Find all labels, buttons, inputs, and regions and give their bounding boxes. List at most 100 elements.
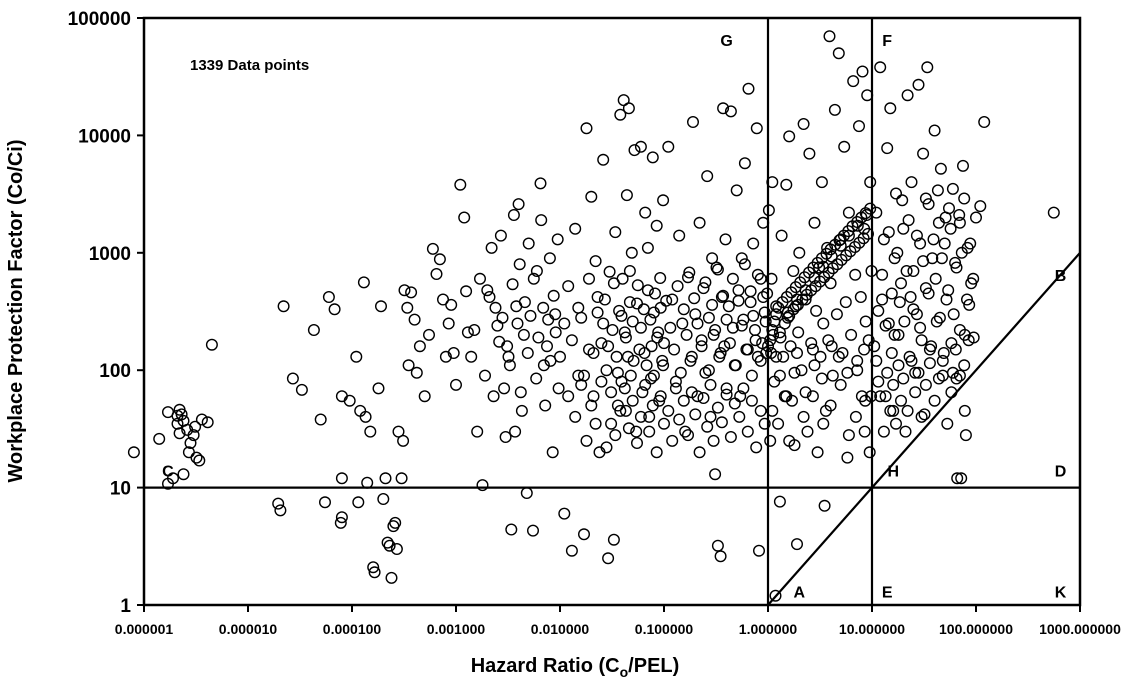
data-point xyxy=(580,122,593,135)
data-point xyxy=(912,78,925,91)
data-point xyxy=(884,102,897,115)
data-point xyxy=(615,309,628,322)
region-label-h: H xyxy=(887,463,899,480)
data-point xyxy=(701,170,714,183)
data-point xyxy=(398,284,411,297)
data-point xyxy=(715,291,728,304)
data-point xyxy=(610,350,623,363)
data-point xyxy=(720,313,733,326)
data-point xyxy=(909,366,922,379)
data-point xyxy=(496,311,509,324)
data-point xyxy=(645,340,658,353)
data-point xyxy=(195,413,208,426)
data-point xyxy=(511,317,524,330)
data-point xyxy=(352,496,365,509)
data-point xyxy=(770,300,783,313)
data-point xyxy=(569,410,582,423)
data-point xyxy=(458,211,471,224)
data-point xyxy=(335,511,348,524)
y-tick-label: 100 xyxy=(99,361,131,382)
data-point xyxy=(439,350,452,363)
data-point xyxy=(882,226,895,239)
data-point xyxy=(614,404,627,417)
data-point xyxy=(395,472,408,485)
data-point xyxy=(861,89,874,102)
data-point xyxy=(402,359,415,372)
data-point xyxy=(631,297,644,310)
x-tick-label: 10.000000 xyxy=(839,621,905,637)
data-point xyxy=(205,338,218,351)
data-point xyxy=(768,375,781,388)
data-point xyxy=(201,416,214,429)
data-point xyxy=(682,429,695,442)
data-point xyxy=(770,350,783,363)
data-point xyxy=(693,446,706,459)
data-point xyxy=(507,208,520,221)
data-point xyxy=(963,298,976,311)
data-point xyxy=(780,178,793,191)
data-point xyxy=(832,350,845,363)
data-point xyxy=(915,334,928,347)
data-point xyxy=(940,293,953,306)
data-point xyxy=(936,354,949,367)
data-point xyxy=(618,382,631,395)
data-point xyxy=(825,340,838,353)
data-point xyxy=(931,184,944,197)
data-point xyxy=(487,390,500,403)
data-point xyxy=(527,524,540,537)
data-point xyxy=(666,293,679,306)
data-point xyxy=(187,429,200,442)
data-point xyxy=(738,258,751,271)
y-tick-label: 1 xyxy=(120,596,131,617)
data-point xyxy=(787,265,800,278)
data-point xyxy=(953,216,966,229)
data-point xyxy=(881,142,894,155)
data-point xyxy=(674,366,687,379)
data-point xyxy=(742,82,755,95)
data-point xyxy=(656,354,669,367)
region-label-d: D xyxy=(1055,463,1067,480)
data-point xyxy=(620,189,633,202)
data-point xyxy=(335,472,348,485)
region-label-b: B xyxy=(1055,268,1067,285)
data-point xyxy=(641,241,654,254)
data-point xyxy=(724,105,737,118)
data-point xyxy=(190,451,203,464)
data-point xyxy=(974,200,987,213)
data-point xyxy=(437,293,450,306)
data-point xyxy=(732,284,745,297)
data-point xyxy=(877,425,890,438)
data-point xyxy=(890,187,903,200)
data-point xyxy=(847,75,860,88)
data-point xyxy=(598,293,611,306)
data-point xyxy=(383,539,396,552)
data-point xyxy=(465,350,478,363)
data-point xyxy=(405,286,418,299)
data-point xyxy=(865,265,878,278)
data-point xyxy=(624,369,637,382)
data-point xyxy=(745,369,758,382)
data-point xyxy=(609,429,622,442)
data-point xyxy=(591,291,604,304)
data-point xyxy=(842,429,855,442)
data-point xyxy=(830,308,843,321)
x-tick-label: 0.100000 xyxy=(635,621,694,637)
data-point xyxy=(717,102,730,115)
data-point xyxy=(433,253,446,266)
data-point xyxy=(322,291,335,304)
data-point xyxy=(636,386,649,399)
data-point xyxy=(173,427,186,440)
data-point xyxy=(955,472,968,485)
data-point xyxy=(517,328,530,341)
data-point xyxy=(887,378,900,391)
data-point xyxy=(647,306,660,319)
data-point xyxy=(295,383,308,396)
data-point xyxy=(626,394,639,407)
data-point xyxy=(814,350,827,363)
data-point xyxy=(367,561,380,574)
data-point xyxy=(897,222,910,235)
data-point xyxy=(153,432,166,445)
data-point xyxy=(637,303,650,316)
data-point xyxy=(589,417,602,430)
